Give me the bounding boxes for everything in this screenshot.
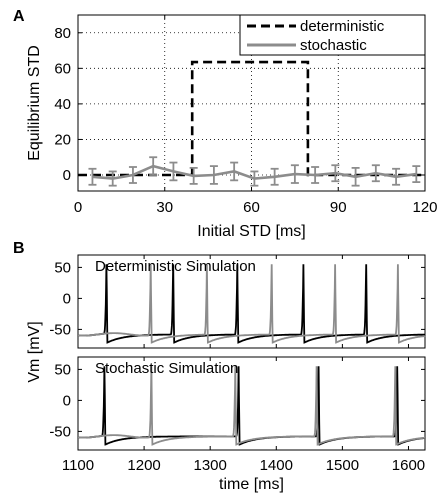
a-xtick-label: 90	[330, 199, 347, 216]
b2-xtick-label: 1300	[194, 457, 227, 474]
b2-ytick-label: 50	[54, 361, 71, 378]
panel-b-stochastic-chart: -50 0 50 1100 1200 1300 1400 1500 1600 Stochasti…	[26, 321, 426, 493]
b2-trace-black	[78, 366, 425, 446]
a-xlabel: Initial STD [ms]	[197, 223, 305, 240]
b2-ticks: -50 0 50 1100 1200 1300 1400 1500 1600	[49, 357, 425, 474]
b2-xlabel: time [ms]	[219, 476, 284, 493]
b1-trace-gray	[78, 264, 426, 344]
a-xtick-label: 30	[156, 199, 173, 216]
a-ytick-label: 20	[54, 131, 71, 148]
b1-ytick-label: -50	[49, 321, 71, 338]
a-ytick-label: 60	[54, 60, 71, 77]
a-series	[78, 60, 425, 187]
a-ytick-label: 0	[63, 167, 71, 184]
b2-ytick-label: 0	[63, 392, 71, 409]
panel-b-letter: B	[13, 240, 25, 257]
legend-deterministic-label: deterministic	[300, 18, 385, 35]
b2-xtick-label: 1200	[127, 457, 160, 474]
b1-trace-black	[78, 264, 425, 344]
b1-ytick-label: 0	[63, 290, 71, 307]
legend-stochastic-label: stochastic	[300, 37, 367, 54]
b1-ticks: -50 0 50	[49, 255, 425, 348]
b2-title: Stochastic Simulation	[95, 360, 238, 377]
b2-series	[78, 366, 425, 446]
b2-xtick-label: 1100	[62, 457, 94, 474]
a-ylabel: Equilibrium STD	[26, 45, 43, 161]
a-grid	[78, 15, 425, 191]
a-ytick-label: 80	[54, 25, 71, 42]
a-xtick-label: 0	[74, 199, 82, 216]
a-xtick-label: 60	[243, 199, 260, 216]
b1-ytick-label: 50	[54, 259, 71, 276]
a-legend: deterministic stochastic	[239, 14, 426, 56]
a-legend-box	[239, 14, 426, 56]
panel-b-deterministic-chart: -50 0 50 Deterministic Simulation	[49, 254, 426, 349]
b1-title: Deterministic Simulation	[95, 258, 256, 275]
a-xtick-label: 120	[412, 199, 437, 216]
a-ticks: 0 30 60 90 120 0 20 40 60 80	[54, 15, 438, 216]
series-stochastic-line	[92, 164, 417, 180]
b1-plot-frame	[77, 254, 426, 349]
b2-plot-frame	[77, 356, 426, 451]
b2-trace-gray	[78, 366, 425, 446]
b2-xtick-label: 1600	[392, 457, 425, 474]
b1-series	[78, 264, 426, 344]
b2-ytick-label: -50	[49, 423, 71, 440]
b2-xtick-label: 1400	[260, 457, 293, 474]
a-ytick-label: 40	[54, 96, 71, 113]
b2-xtick-label: 1500	[326, 457, 359, 474]
series-deterministic-line	[78, 60, 425, 177]
panel-a-letter: A	[13, 8, 25, 25]
b-ylabel: Vm [mV]	[26, 321, 43, 382]
panel-a-chart: 0 30 60 90 120 0 20 40 60 80 Initial STD [ms] Equ…	[26, 14, 438, 240]
